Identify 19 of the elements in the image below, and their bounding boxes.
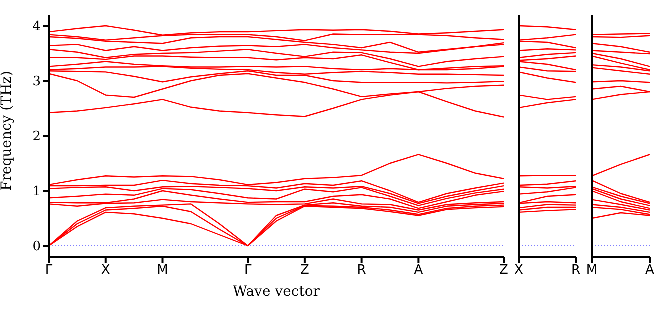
- y-tick-label: 2: [32, 130, 41, 145]
- x-tick-label: Z: [500, 263, 509, 278]
- x-tick-label: M: [157, 263, 168, 278]
- y-tick-label: 0: [32, 240, 41, 255]
- x-tick-label: R: [357, 263, 366, 278]
- y-axis-title: Frequency (THz): [0, 70, 15, 191]
- x-tick-label: Z: [300, 263, 310, 278]
- x-tick-label: R: [571, 263, 581, 278]
- x-tick-label: M: [586, 263, 598, 278]
- y-tick-label: 3: [32, 74, 41, 90]
- x-tick-label: A: [646, 263, 655, 278]
- y-tick-label: 4: [32, 20, 41, 35]
- y-tick-label: 1: [32, 184, 41, 200]
- x-tick-label: X: [514, 263, 524, 278]
- x-tick-label: Γ: [45, 263, 54, 278]
- x-axis-title: Wave vector: [233, 284, 320, 300]
- x-tick-label: A: [414, 263, 424, 278]
- x-tick-label: Γ: [244, 263, 252, 278]
- x-tick-label: X: [101, 263, 110, 278]
